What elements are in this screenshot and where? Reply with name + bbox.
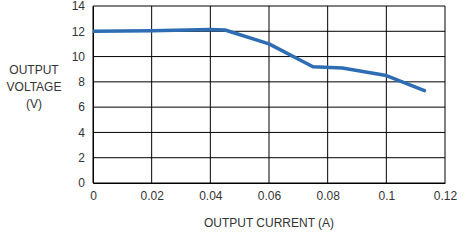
x-tick-label: 0.08 [316, 189, 340, 203]
grid-line-x [386, 6, 387, 183]
x-axis-title: OUTPUT CURRENT (A) [204, 216, 334, 230]
y-axis-title: VOLTAGE [7, 80, 62, 94]
x-tick-label: 0.06 [258, 189, 282, 203]
grid-line-y [93, 157, 445, 158]
x-tick: 0.1 [378, 183, 395, 203]
grid-line-y [93, 81, 445, 82]
y-tick-label: 2 [78, 151, 85, 165]
grid-line-x [269, 6, 270, 183]
grid-line-y [93, 132, 445, 133]
y-tick-label: 6 [78, 100, 85, 114]
x-tick: 0.06 [258, 183, 282, 203]
y-tick: 0 [78, 176, 93, 190]
grid-line-y [93, 107, 445, 108]
x-tick: 0.04 [199, 183, 223, 203]
y-tick: 4 [78, 126, 93, 140]
y-tick-label: 10 [72, 50, 86, 64]
x-tick-label: 0.1 [378, 189, 395, 203]
y-axis-line [93, 7, 94, 184]
x-tick: 0.12 [434, 183, 458, 203]
y-tick: 10 [72, 50, 93, 64]
chart: 0 0.02 0.04 0.06 0.08 0.1 0.12 0 2 4 6 8 10 12 14 OUTPU… [0, 0, 472, 236]
x-tick: 0.02 [140, 183, 164, 203]
plot-area: 0 0.02 0.04 0.06 0.08 0.1 0.12 0 2 4 6 8 10 12 14 [72, 0, 458, 203]
grid-line-y [93, 183, 445, 184]
x-tick-label: 0.04 [199, 189, 223, 203]
y-tick: 8 [78, 75, 93, 89]
x-axis-line [94, 183, 446, 184]
y-axis-title: OUTPUT [9, 63, 59, 77]
grid [93, 6, 445, 183]
x-tick-label: 0 [90, 189, 97, 203]
x-tick: 0.08 [316, 183, 340, 203]
x-tick: 0 [90, 183, 97, 203]
y-tick: 6 [78, 100, 93, 114]
y-tick: 14 [72, 0, 93, 13]
grid-line-x [445, 6, 446, 183]
y-axis-title: (V) [26, 97, 42, 111]
grid-line-x [210, 6, 211, 183]
grid-line-y [93, 56, 445, 57]
y-tick: 2 [78, 151, 93, 165]
y-tick-label: 0 [78, 176, 85, 190]
x-tick-label: 0.12 [434, 189, 458, 203]
grid-line-x [151, 6, 152, 183]
series-group [93, 29, 424, 90]
data-line [93, 29, 424, 90]
y-axis: 0 2 4 6 8 10 12 14 [72, 0, 94, 190]
grid-line-x [327, 6, 328, 183]
y-tick: 12 [72, 25, 93, 39]
y-tick-label: 8 [78, 75, 85, 89]
grid-line-y [93, 6, 445, 7]
y-tick-label: 4 [78, 126, 85, 140]
y-tick-label: 14 [72, 0, 86, 13]
y-tick-label: 12 [72, 25, 86, 39]
x-axis: 0 0.02 0.04 0.06 0.08 0.1 0.12 [90, 183, 457, 203]
x-tick-label: 0.02 [140, 189, 164, 203]
